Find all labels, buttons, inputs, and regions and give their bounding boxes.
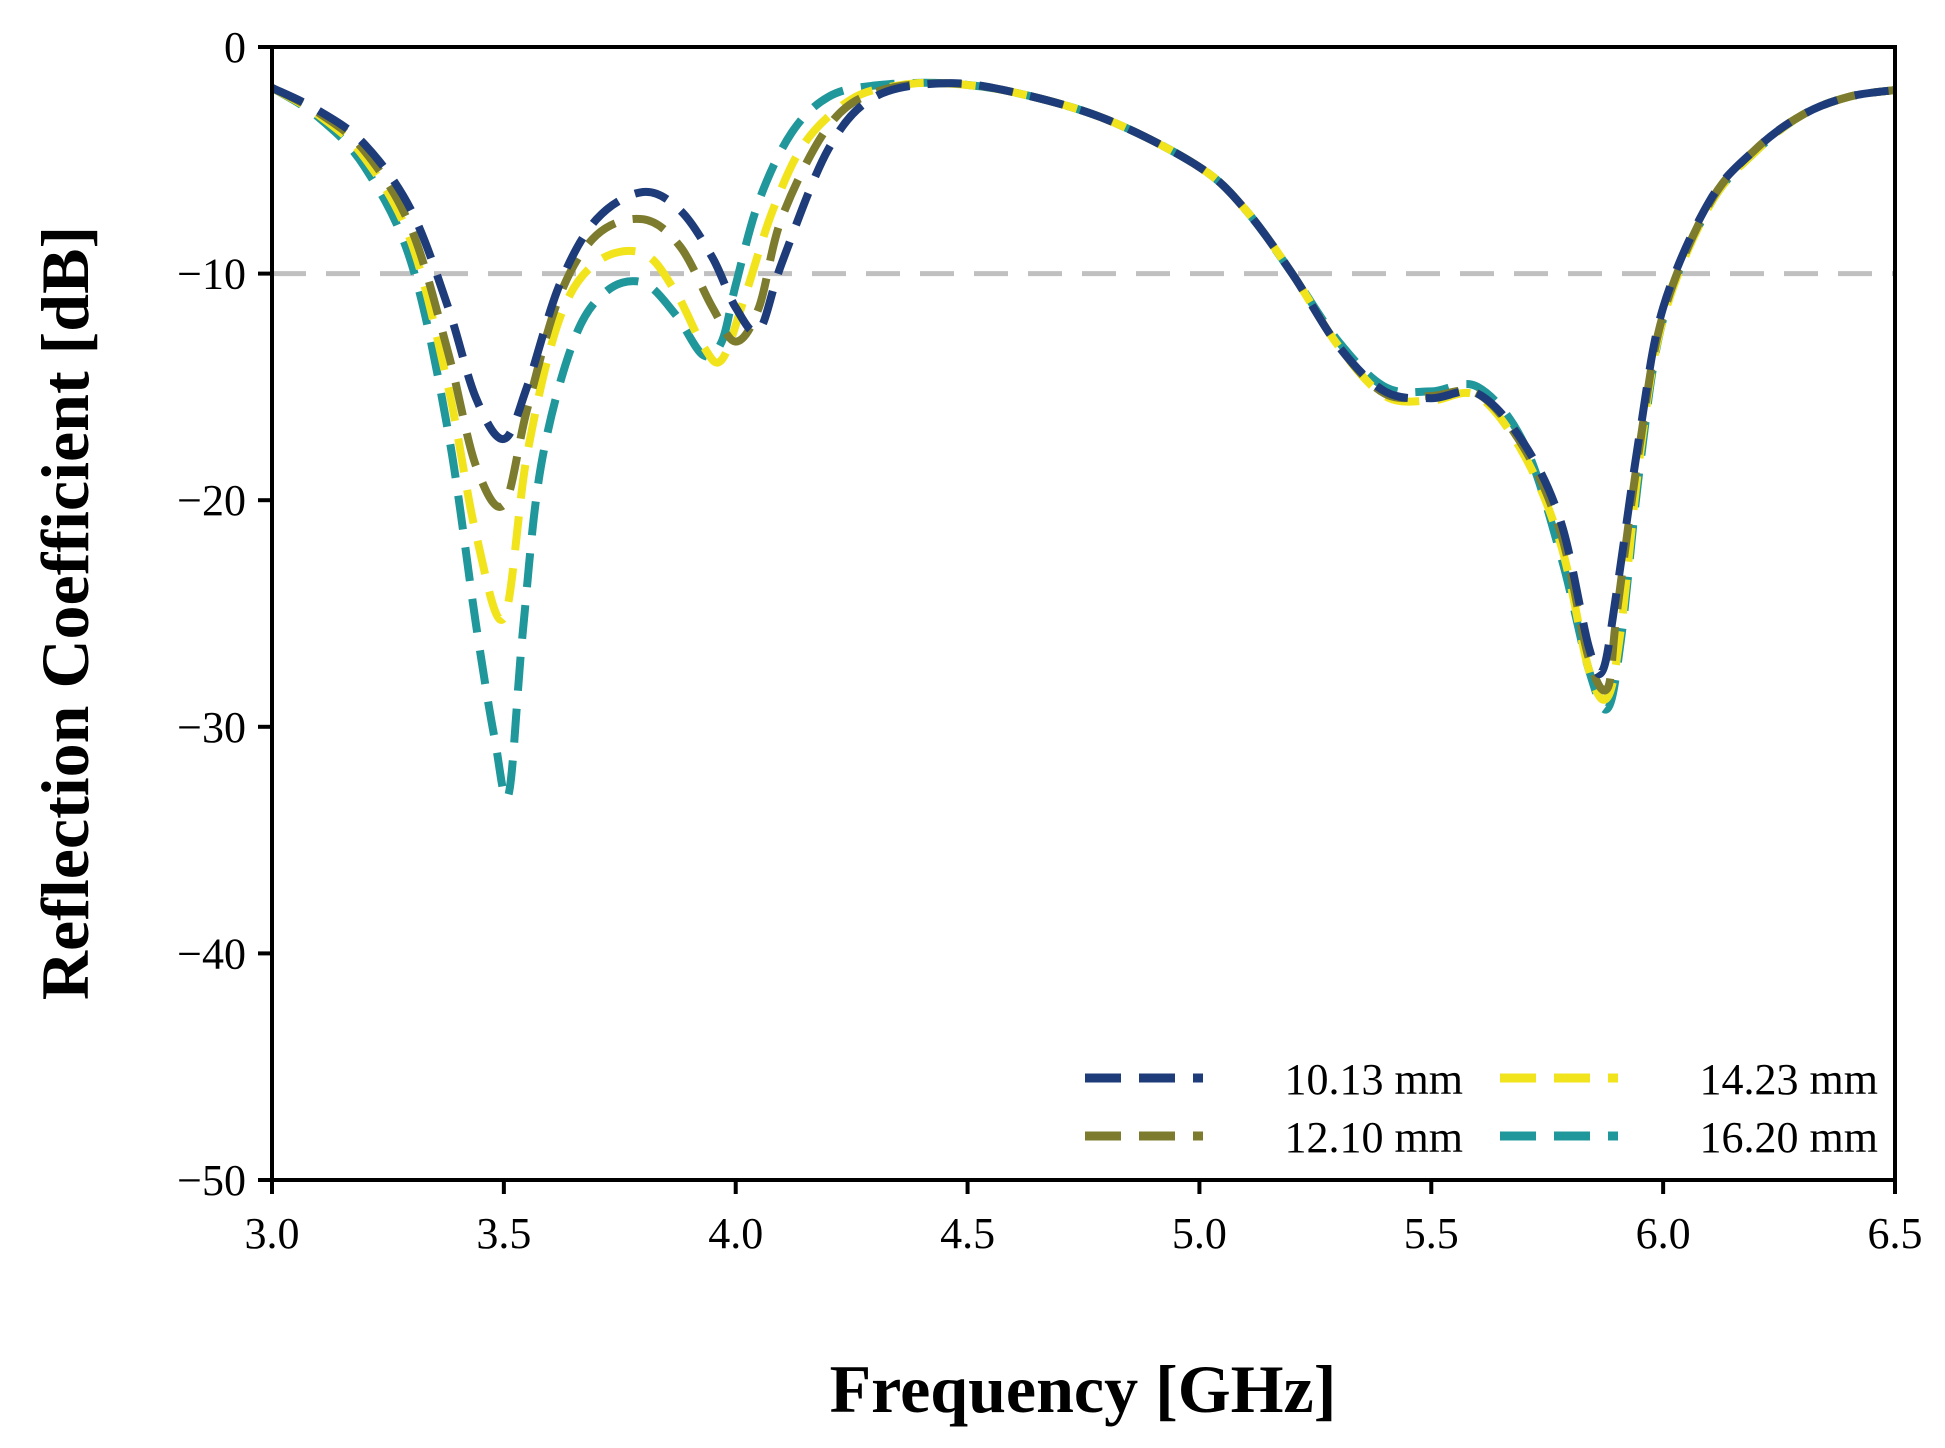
tick-layer: 3.0 3.5 4.0 4.5 5.0 5.5 6.0 6.5 0 −10 −20 −30 −40 −50 — [177, 23, 1922, 1258]
series-line-14-23-mm — [269, 78, 1896, 704]
series-layer — [269, 78, 1896, 803]
series-line-12-10-mm — [270, 79, 1896, 695]
y-tick-label: −20 — [177, 476, 246, 525]
legend: 10.13 mm 12.10 mm 14.23 mm 16.20 mm — [1085, 1055, 1878, 1162]
y-tick-label: −40 — [177, 929, 246, 978]
x-tick-label: 3.5 — [476, 1209, 531, 1258]
x-tick-label: 5.5 — [1404, 1209, 1459, 1258]
plot-frame — [270, 45, 1897, 1182]
x-tick-label: 3.0 — [245, 1209, 300, 1258]
x-axis-title: Frequency [GHz] — [830, 1351, 1337, 1427]
y-tick-label: −30 — [177, 703, 246, 752]
x-tick-label: 4.0 — [708, 1209, 763, 1258]
legend-label-12-10-mm: 12.10 mm — [1285, 1113, 1463, 1162]
y-axis-title: Reflection Coefficient [dB] — [27, 226, 103, 1000]
y-tick-label: 0 — [224, 23, 246, 72]
x-tick-label: 6.0 — [1636, 1209, 1691, 1258]
series-line-10-13-mm — [270, 79, 1896, 679]
x-tick-label: 4.5 — [940, 1209, 995, 1258]
legend-label-16-20-mm: 16.20 mm — [1700, 1113, 1878, 1162]
legend-label-10-13-mm: 10.13 mm — [1285, 1055, 1463, 1104]
y-tick-label: −50 — [177, 1156, 246, 1205]
series-line-16-20-mm — [269, 78, 1896, 803]
x-tick-label: 5.0 — [1172, 1209, 1227, 1258]
y-tick-label: −10 — [177, 250, 246, 299]
legend-label-14-23-mm: 14.23 mm — [1700, 1055, 1878, 1104]
x-tick-label: 6.5 — [1868, 1209, 1923, 1258]
